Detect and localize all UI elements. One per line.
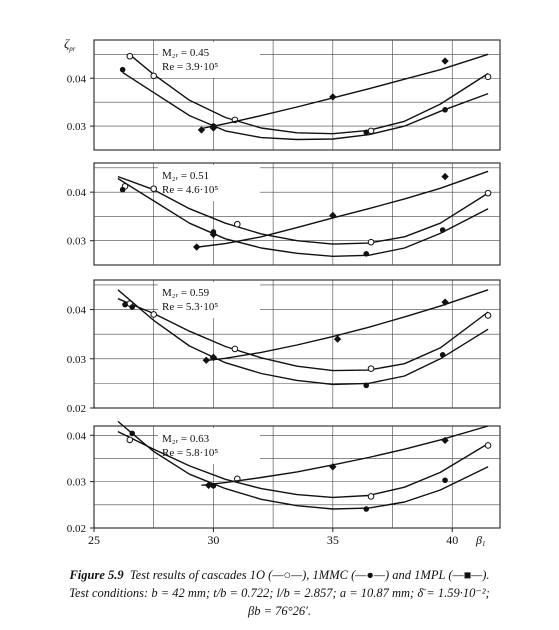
- panel-frame: [93, 39, 501, 151]
- filled-circle-marker: [363, 129, 370, 136]
- annotation-text: Re = 5.3·10⁵: [162, 301, 218, 313]
- filled-circle-marker: [129, 304, 136, 310]
- figure-caption: Figure 5.9 Test results of cascades 1O (…: [0, 566, 559, 620]
- filled-circle-marker: [363, 382, 370, 389]
- x-tick-label: 25: [88, 533, 100, 547]
- y-tick-label: 0.04: [67, 305, 87, 317]
- y-tick-label: 0.03: [67, 354, 87, 366]
- filled-square-marker: [333, 335, 342, 343]
- annotation-text: Re = 4.6·10⁵: [162, 184, 218, 196]
- x-tick-label: 30: [207, 533, 219, 547]
- annotation-text: M₂ᵣ = 0.63: [162, 433, 210, 445]
- caption-label: Figure 5.9: [69, 568, 124, 582]
- filled-square-marker: [209, 230, 218, 239]
- open-circle-marker: [231, 345, 239, 353]
- filled-circle-marker: [122, 301, 128, 308]
- open-circle-marker: [150, 185, 158, 193]
- caption-line-2: Test conditions: b = 42 mm; t/b = 0.722;…: [69, 586, 490, 600]
- filled-circle-marker: [439, 227, 446, 233]
- filled-square-marker: [193, 243, 201, 251]
- annotation-text: M₂ᵣ = 0.51: [162, 170, 209, 182]
- filled-square-marker: [441, 57, 449, 65]
- y-tick-label: 0.02: [67, 523, 86, 535]
- open-circle-marker: [484, 442, 492, 449]
- panel-frame: [93, 425, 501, 529]
- series-line-filled-circle: [122, 71, 489, 141]
- filled-square-marker: [209, 353, 218, 361]
- y-tick-label: 0.03: [67, 236, 87, 248]
- annotation-text: M₂ᵣ = 0.59: [162, 287, 210, 299]
- open-circle-marker: [367, 365, 375, 372]
- panel-frame: [93, 279, 501, 409]
- y-axis-label: ζpr: [64, 36, 76, 53]
- x-tick-label: 35: [327, 533, 339, 547]
- annotation-text: Re = 3.9·10⁵: [162, 61, 218, 73]
- open-circle-marker: [367, 493, 375, 500]
- filled-square-marker: [202, 356, 210, 364]
- series-line-filled-circle: [117, 289, 489, 386]
- filled-square-marker: [441, 172, 449, 181]
- series-line-filled-square: [203, 289, 489, 362]
- filled-square-marker: [197, 126, 206, 134]
- filled-circle-marker: [129, 430, 136, 437]
- series-line-filled-circle: [117, 177, 489, 257]
- x-axis-label: β1: [475, 533, 485, 548]
- series-line-open-circle: [131, 56, 489, 135]
- series-line-filled-circle: [117, 420, 489, 510]
- y-tick-label: 0.03: [67, 477, 87, 489]
- filled-square-marker: [204, 481, 213, 490]
- annotation-text: Re = 5.8·10⁵: [162, 447, 218, 459]
- y-tick-label: 0.02: [67, 403, 86, 415]
- filled-square-marker: [441, 436, 449, 445]
- open-circle-marker: [233, 220, 241, 228]
- series-line-open-circle: [117, 298, 489, 372]
- filled-square-marker: [329, 463, 337, 471]
- filled-square-marker: [209, 124, 218, 132]
- filled-circle-marker: [363, 251, 370, 257]
- y-tick-label: 0.04: [67, 187, 87, 199]
- open-circle-marker: [126, 436, 134, 444]
- open-circle-marker: [150, 72, 158, 80]
- y-tick-label: 0.04: [67, 430, 87, 442]
- series-line-open-circle: [117, 430, 489, 499]
- open-circle-marker: [484, 312, 492, 319]
- open-circle-marker: [367, 127, 375, 135]
- filled-circle-marker: [119, 66, 126, 73]
- series-line-open-circle: [117, 175, 489, 245]
- annotation-box: [158, 282, 260, 318]
- caption-line-3: βb = 76°26′.: [247, 604, 312, 618]
- caption-line-1: Figure 5.9 Test results of cascades 1O (…: [0, 566, 559, 584]
- open-circle-marker: [484, 73, 492, 81]
- filled-square-marker: [329, 93, 337, 101]
- open-circle-marker: [126, 52, 134, 60]
- filled-square-marker: [441, 298, 449, 306]
- open-circle-marker: [150, 311, 158, 318]
- filled-circle-marker: [363, 506, 370, 512]
- annotation-box: [158, 428, 260, 464]
- cascade-test-chart: 0.03 0.04 ζpr M₂ᵣ = 0.45 Re = 3.9·10⁵ 0.03 0.0…: [64, 36, 501, 548]
- x-tick-label: 40: [446, 533, 458, 547]
- caption-text-1: Test results of cascades 1O (—○—), 1MMC …: [129, 568, 490, 582]
- annotation-box: [158, 42, 260, 78]
- y-tick-label: 0.03: [67, 121, 87, 133]
- filled-circle-marker: [119, 186, 126, 193]
- open-circle-marker: [484, 189, 492, 197]
- y-tick-label: 0.04: [67, 73, 87, 85]
- filled-circle-marker: [442, 107, 448, 113]
- filled-circle-marker: [439, 352, 446, 358]
- panel-frame: [93, 162, 501, 266]
- open-circle-marker: [367, 238, 375, 246]
- annotation-text: M₂ᵣ = 0.45: [162, 47, 210, 59]
- annotation-box: [158, 165, 260, 201]
- filled-circle-marker: [442, 477, 448, 484]
